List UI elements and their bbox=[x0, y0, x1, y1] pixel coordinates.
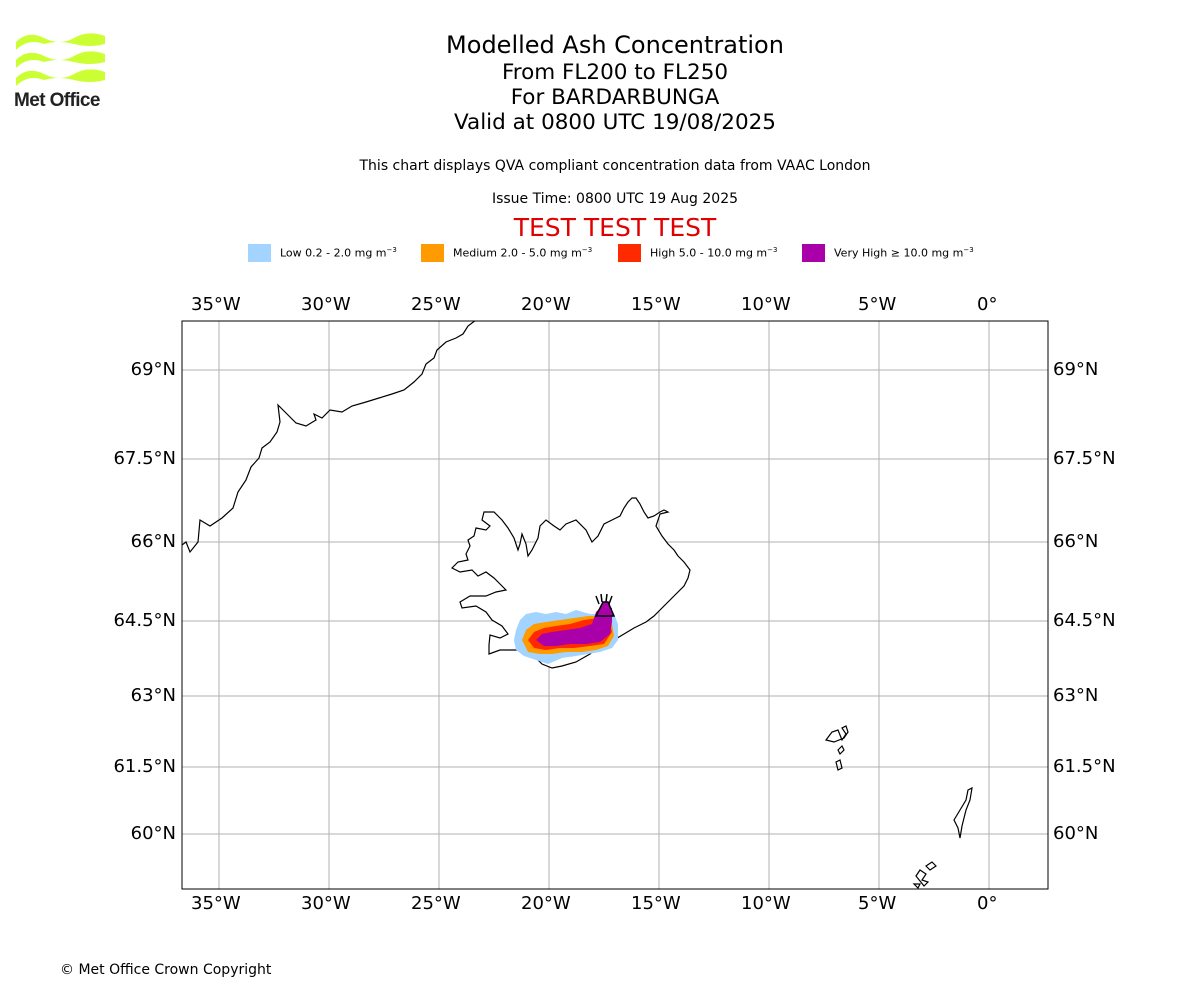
legend-item-low: Low 0.2 - 2.0 mg m−3 bbox=[248, 244, 397, 262]
legend-swatch-high bbox=[618, 244, 641, 262]
legend-item-medium: Medium 2.0 - 5.0 mg m−3 bbox=[421, 244, 592, 262]
met-office-logo: Met Office bbox=[14, 30, 109, 112]
lat-tick-left-63n: 63°N bbox=[130, 685, 176, 706]
lon-tick-bottom-0: 0° bbox=[977, 893, 998, 914]
lon-tick-top-25w: 25°W bbox=[411, 294, 461, 315]
map-canvas bbox=[181, 320, 1049, 890]
lon-tick-bottom-35w: 35°W bbox=[191, 893, 241, 914]
lat-tick-right-61-5n: 61.5°N bbox=[1053, 756, 1116, 777]
title-line-4: Valid at 0800 UTC 19/08/2025 bbox=[453, 110, 776, 135]
lon-tick-top-10w: 10°W bbox=[741, 294, 791, 315]
chart-title: Modelled Ash Concentration From FL200 to… bbox=[315, 30, 915, 135]
lat-tick-right-69n: 69°N bbox=[1053, 359, 1099, 380]
lat-tick-left-69n: 69°N bbox=[130, 359, 176, 380]
ash-area-very-high bbox=[536, 604, 612, 646]
volcano-icon bbox=[594, 593, 616, 617]
lon-tick-top-5w: 5°W bbox=[858, 294, 897, 315]
map-area: 35°W 30°W 25°W 20°W 15°W 10°W 5°W 0° 35°… bbox=[0, 280, 1200, 914]
legend-label-very-high: Very High ≥ 10.0 mg m−3 bbox=[834, 246, 974, 260]
lat-tick-left-64-5n: 64.5°N bbox=[113, 610, 176, 631]
lat-tick-left-66n: 66°N bbox=[130, 531, 176, 552]
lon-tick-bottom-30w: 30°W bbox=[301, 893, 351, 914]
lat-tick-left-60n: 60°N bbox=[130, 823, 176, 844]
legend: Low 0.2 - 2.0 mg m−3 Medium 2.0 - 5.0 mg… bbox=[0, 244, 1200, 264]
lon-tick-bottom-15w: 15°W bbox=[631, 893, 681, 914]
legend-swatch-medium bbox=[421, 244, 444, 262]
logo-text: Met Office bbox=[14, 90, 100, 111]
copyright-footer: © Met Office Crown Copyright bbox=[60, 962, 272, 978]
iceland-coastline bbox=[450, 497, 691, 669]
legend-item-very-high: Very High ≥ 10.0 mg m−3 bbox=[802, 244, 974, 262]
greenland-coastline bbox=[182, 321, 476, 554]
title-line-1: Modelled Ash Concentration bbox=[446, 31, 784, 59]
subtitle: This chart displays QVA compliant concen… bbox=[359, 158, 871, 174]
lon-tick-top-35w: 35°W bbox=[191, 294, 241, 315]
lon-tick-top-30w: 30°W bbox=[301, 294, 351, 315]
lon-tick-bottom-25w: 25°W bbox=[411, 893, 461, 914]
lat-tick-left-67-5n: 67.5°N bbox=[113, 448, 176, 469]
lat-tick-right-67-5n: 67.5°N bbox=[1053, 448, 1116, 469]
lon-tick-top-0: 0° bbox=[977, 294, 998, 315]
lon-tick-bottom-20w: 20°W bbox=[521, 893, 571, 914]
lat-tick-right-64-5n: 64.5°N bbox=[1053, 610, 1116, 631]
legend-item-high: High 5.0 - 10.0 mg m−3 bbox=[618, 244, 777, 262]
lon-tick-bottom-10w: 10°W bbox=[741, 893, 791, 914]
legend-label-medium: Medium 2.0 - 5.0 mg m−3 bbox=[453, 246, 593, 260]
lat-tick-right-60n: 60°N bbox=[1053, 823, 1099, 844]
faroe-islands-coastline bbox=[824, 725, 849, 771]
lat-tick-right-66n: 66°N bbox=[1053, 531, 1099, 552]
lon-tick-top-15w: 15°W bbox=[631, 294, 681, 315]
legend-swatch-low bbox=[248, 244, 271, 262]
legend-label-high: High 5.0 - 10.0 mg m−3 bbox=[650, 246, 778, 260]
ash-plume bbox=[514, 604, 618, 664]
lon-tick-top-20w: 20°W bbox=[521, 294, 571, 315]
issue-time: Issue Time: 0800 UTC 19 Aug 2025 bbox=[491, 191, 739, 207]
lat-tick-right-63n: 63°N bbox=[1053, 685, 1099, 706]
lon-tick-bottom-5w: 5°W bbox=[858, 893, 897, 914]
title-line-3: For BARDARBUNGA bbox=[510, 85, 720, 110]
shetland-coastline bbox=[953, 786, 973, 839]
met-office-waves-icon bbox=[16, 33, 105, 86]
orkney-coastline bbox=[912, 861, 937, 889]
legend-swatch-very-high bbox=[802, 244, 825, 262]
map-frame bbox=[181, 320, 1049, 890]
test-banner: TEST TEST TEST bbox=[513, 213, 717, 242]
legend-label-low: Low 0.2 - 2.0 mg m−3 bbox=[280, 246, 397, 260]
lat-tick-left-61-5n: 61.5°N bbox=[113, 756, 176, 777]
title-line-2: From FL200 to FL250 bbox=[501, 60, 729, 85]
